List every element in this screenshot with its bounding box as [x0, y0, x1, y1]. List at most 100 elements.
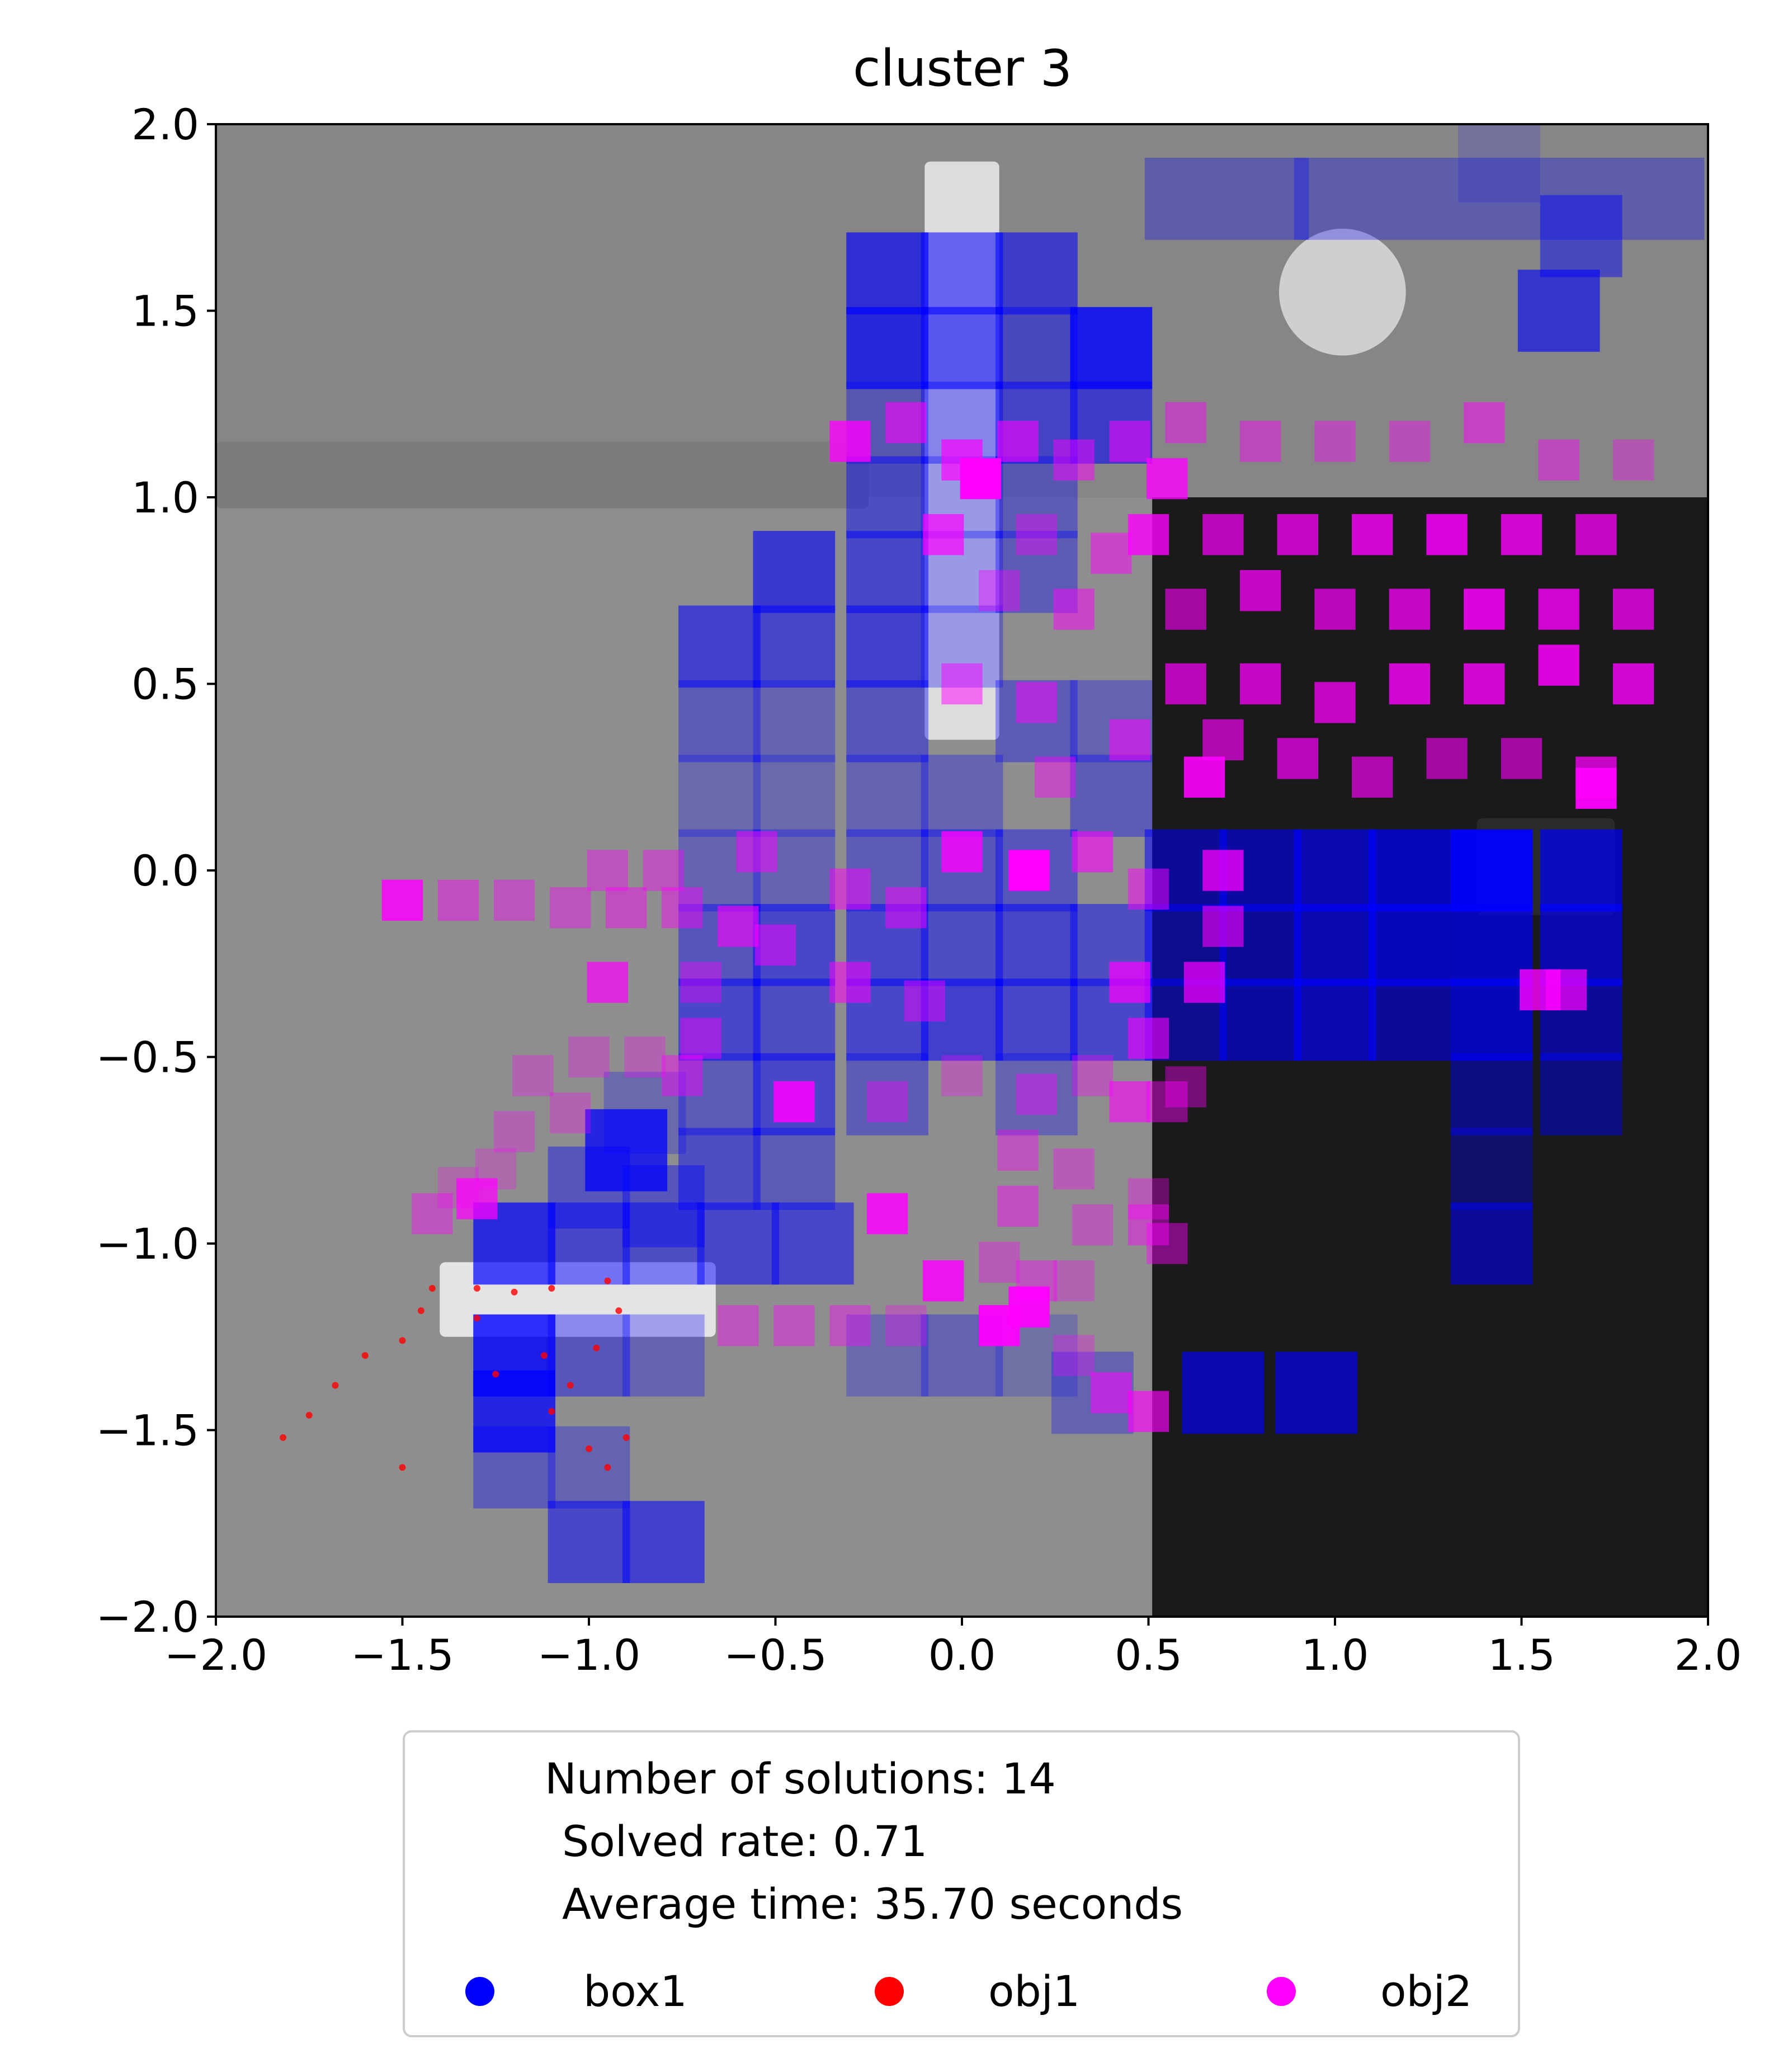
obj2-cell [1426, 738, 1468, 779]
obj1-point [548, 1285, 555, 1292]
obj2-cell [1091, 533, 1132, 574]
scene-bar [216, 441, 869, 509]
box1-cell [1294, 158, 1376, 240]
obj2-cell [1183, 756, 1225, 798]
obj2-cell [643, 850, 685, 891]
box1-cell [846, 1314, 928, 1397]
obj2-cell [1053, 439, 1094, 481]
obj2-cell [1053, 1335, 1094, 1376]
obj2-cell [1314, 421, 1356, 462]
box1-cell [678, 755, 761, 837]
box1-cell [1226, 158, 1309, 240]
obj2-cell [1165, 588, 1206, 630]
obj2-cell [1147, 1081, 1188, 1123]
box1-cell [1294, 829, 1376, 912]
x-tick-label: −0.5 [724, 1630, 827, 1680]
obj2-cell [866, 1081, 908, 1123]
obj2-cell [979, 1305, 1020, 1346]
y-tick-label: 0.0 [131, 846, 199, 896]
obj2-cell [922, 514, 964, 555]
obj2-cell [1575, 767, 1617, 809]
obj2-cell [680, 962, 721, 1003]
box1-cell [1275, 1351, 1358, 1434]
obj2-cell [1127, 868, 1169, 910]
x-tick-label: −1.0 [537, 1630, 641, 1680]
obj2-cell [493, 879, 535, 921]
box1-cell [1369, 978, 1451, 1061]
obj2-cell [1464, 402, 1505, 444]
box1-cell [846, 1053, 928, 1136]
obj2-cell [773, 1081, 815, 1123]
box1-cell [1144, 158, 1227, 240]
box1-cell [548, 1501, 630, 1583]
obj2-cell [941, 831, 983, 873]
obj2-cell [456, 1178, 498, 1219]
obj2-cell [979, 1241, 1020, 1283]
box1-cell [473, 1370, 555, 1453]
obj2-cell [829, 1305, 871, 1346]
legend-label-obj2: obj2 [1380, 1966, 1472, 2016]
box1-cell [548, 1314, 630, 1397]
box1-cell [678, 1053, 761, 1136]
box1-cell [1450, 978, 1533, 1061]
obj2-cell [549, 1092, 591, 1134]
obj2-cell [1016, 514, 1058, 555]
obj2-cell [829, 868, 871, 910]
legend-label-obj1: obj1 [988, 1966, 1080, 2016]
box1-cell [678, 605, 761, 688]
box1-cell [1540, 195, 1622, 277]
box1-cell [1540, 1053, 1622, 1136]
obj2-cell [1127, 1204, 1169, 1246]
obj2-cell [1053, 1148, 1094, 1190]
box1-cell [846, 531, 928, 613]
box1-cell [1458, 124, 1540, 203]
obj1-point [622, 1434, 630, 1441]
box1-cell [1182, 1351, 1265, 1434]
obj2-cell [1277, 738, 1318, 779]
obj2-cell [1109, 421, 1150, 462]
x-tick-label: 0.5 [1115, 1630, 1182, 1680]
legend-frame [403, 1730, 1520, 2037]
box1-cell [1540, 158, 1622, 240]
box1-cell [678, 1128, 761, 1210]
x-tick-label: −1.5 [351, 1630, 454, 1680]
obj2-cell [1127, 514, 1169, 555]
box1-cell [622, 1202, 705, 1285]
obj2-cell [1352, 756, 1393, 798]
obj2-cell [885, 402, 927, 444]
box1-cell [1450, 829, 1533, 912]
box1-cell [1517, 270, 1600, 352]
y-tick-label: −1.5 [96, 1406, 199, 1456]
obj2-cell [1165, 1066, 1206, 1108]
obj2-cell [1202, 514, 1244, 555]
box1-cell [753, 531, 836, 613]
obj2-cell [1202, 906, 1244, 947]
obj2-cell [381, 879, 423, 921]
box1-cell [548, 1426, 630, 1509]
obj2-cell [754, 924, 796, 966]
obj2-cell [1147, 1223, 1188, 1264]
legend-marker-obj1 [875, 1977, 904, 2006]
obj2-cell [624, 1036, 666, 1078]
obj2-cell [1008, 850, 1050, 891]
obj1-point [604, 1464, 611, 1471]
box1-cell [996, 978, 1078, 1061]
obj2-cell [829, 421, 871, 462]
obj2-cell [1277, 514, 1318, 555]
box1-cell [1369, 829, 1451, 912]
obj2-cell [587, 850, 629, 891]
obj2-cell [718, 1305, 759, 1346]
obj2-cell [1035, 756, 1076, 798]
obj2-cell [1352, 514, 1393, 555]
obj1-point [473, 1285, 480, 1292]
box1-cell [1376, 158, 1459, 240]
box1-cell [996, 1053, 1078, 1136]
box1-cell [1450, 1053, 1533, 1136]
obj2-cell [1314, 682, 1356, 723]
x-tick-label: 0.0 [928, 1630, 996, 1680]
box1-cell [1450, 1202, 1533, 1285]
box1-cell [1369, 904, 1451, 986]
obj2-cell [1389, 421, 1431, 462]
obj2-cell [885, 1305, 927, 1346]
